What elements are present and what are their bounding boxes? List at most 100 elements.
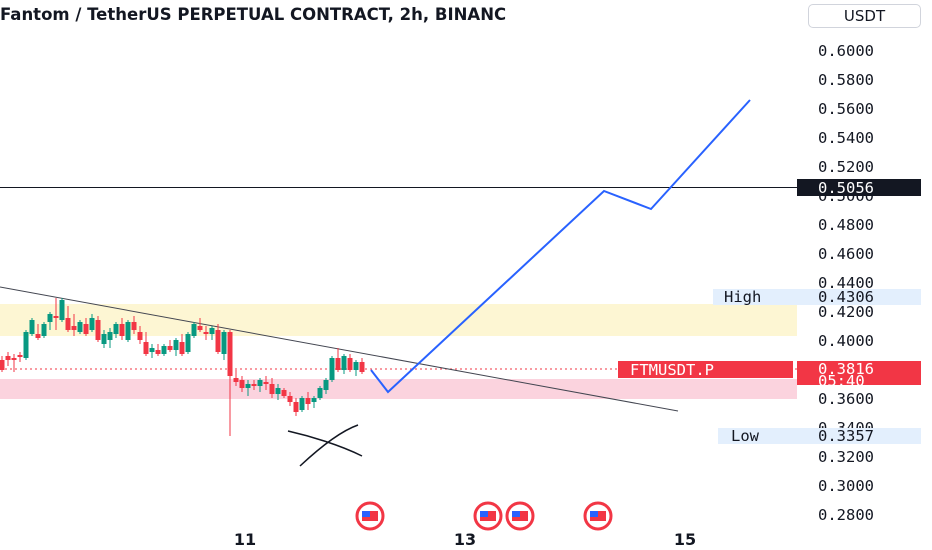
time-axis[interactable]: 11 13 15 [234,530,696,549]
candle-body [353,362,359,370]
high-price: 0.4306 [818,288,874,306]
support-zone [0,379,797,399]
candle-body [293,402,299,412]
price-axis-label: 0.4000 [818,332,874,350]
candle-body [53,316,59,318]
candle-body [65,318,71,330]
candle-body [113,324,119,334]
symbol-price: 0.3816 [818,360,874,378]
us-flag-icon[interactable] [583,501,613,531]
candle-body [71,326,77,330]
price-axis-label: 0.5200 [818,158,874,176]
bar-countdown: 05:40 [818,372,865,390]
price-axis-label: 0.3000 [818,477,874,495]
candle-body [341,356,347,370]
candle-body [197,326,203,330]
resistance-zone [0,304,797,336]
candle-body [209,328,215,334]
price-axis-label: 0.4600 [818,245,874,263]
price-axis-label: 0.3600 [818,390,874,408]
time-axis-label: 13 [454,530,476,549]
candle-body [23,332,29,358]
candle-body [251,384,257,386]
candle-body [191,324,197,336]
candle-body [335,358,341,370]
candle-body [167,346,173,350]
candle-body [5,356,11,360]
candle-body [323,380,329,390]
price-axis[interactable]: 0.60000.58000.56000.54000.52000.50000.48… [818,42,874,524]
candle-body [347,358,353,370]
candle-body [149,348,155,352]
price-axis-label: 0.4200 [818,303,874,321]
candle-body [311,398,317,402]
candle-body [179,342,185,354]
candle-body [107,332,113,340]
high-label: High [724,288,761,306]
price-axis-label: 0.2800 [818,506,874,524]
candle-body [89,318,95,330]
candle-body [83,324,89,334]
cross-mark-drawing[interactable] [287,424,363,467]
price-axis-label: 0.5800 [818,71,874,89]
horizontal-line-marker: 0.5056 [797,179,921,197]
candles [0,298,365,436]
candle-body [215,330,221,352]
candle-body [143,342,149,354]
trend-line[interactable] [0,286,679,412]
low-price: 0.3357 [818,427,874,445]
candle-body [17,355,23,357]
low-label: Low [731,427,760,445]
candle-body [281,390,287,396]
candle-body [137,332,143,340]
candle-body [263,382,269,384]
high-marker: High 0.4306 [713,288,921,306]
candle-body [173,340,179,350]
candle-body [329,358,335,380]
price-axis-label: 0.4800 [818,216,874,234]
candle-body [359,362,365,372]
symbol-price-marker: FTMUSDT.P 0.3816 05:40 [618,360,921,390]
candle-body [29,320,35,334]
candle-body [59,300,65,320]
candle-body [131,322,137,330]
candle-body [317,388,323,398]
time-axis-label: 11 [234,530,256,549]
candle-body [245,384,251,388]
candle-body [275,388,281,394]
candle-body [77,322,83,332]
currency-button[interactable]: USDT [808,4,921,28]
us-flag-icon[interactable] [355,501,385,531]
price-axis-label: 0.3200 [818,448,874,466]
time-axis-label: 15 [674,530,696,549]
event-flags [355,501,613,531]
candle-body [221,332,227,354]
price-axis-label: 0.5400 [818,129,874,147]
price-axis-label: 0.5600 [818,100,874,118]
candle-body [161,346,167,354]
candle-body [47,314,53,322]
candle-body [155,350,161,354]
candle-body [233,378,239,382]
price-axis-label: 0.6000 [818,42,874,60]
candle-body [287,396,293,402]
candle-body [0,360,5,370]
candle-body [185,334,191,352]
candle-body [11,358,17,360]
low-marker: Low 0.3357 [718,427,921,445]
candle-body [119,324,125,336]
symbol-label: FTMUSDT.P [630,361,714,379]
candle-body [101,334,107,344]
candle-body [227,332,233,376]
chart-title[interactable]: Fantom / TetherUS PERPETUAL CONTRACT, 2h… [0,5,507,24]
candle-body [299,398,305,410]
candle-body [239,380,245,388]
candle-body [305,398,311,404]
candle-body [95,320,101,340]
us-flag-icon[interactable] [505,501,535,531]
us-flag-icon[interactable] [473,501,503,531]
projection-path[interactable] [370,99,751,394]
candle-body [269,384,275,394]
candle-body [203,332,209,334]
